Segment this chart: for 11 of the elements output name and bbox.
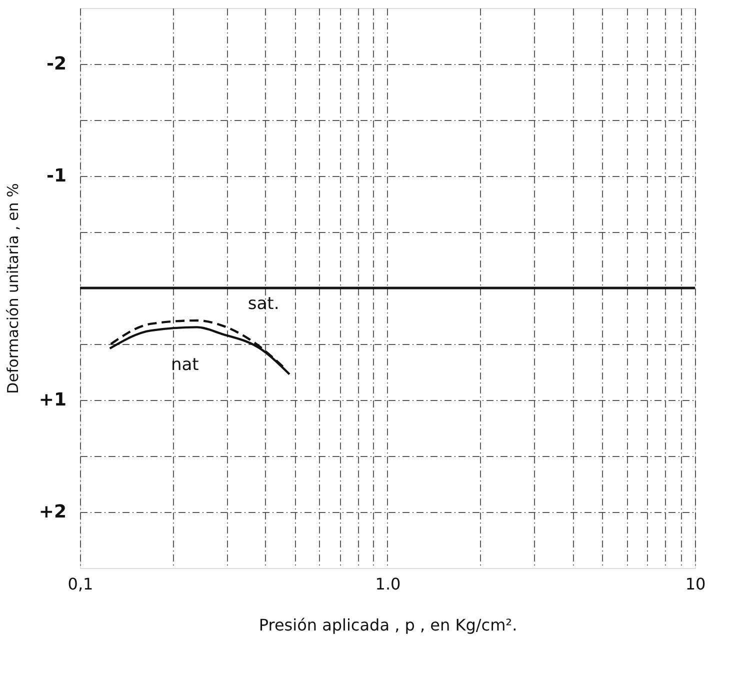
series-label: nat: [170, 355, 200, 376]
y-tick-label: -2: [46, 54, 66, 74]
series-label: sat.: [248, 294, 280, 314]
y-tick-label: +1: [38, 390, 66, 410]
y-axis-title: Deformación unitaria , en %: [4, 183, 22, 394]
x-tick-label: 0,1: [68, 574, 94, 594]
x-axis-title: Presión aplicada , p , en Kg/cm².: [258, 616, 518, 634]
y-tick-label: +2: [38, 502, 66, 522]
x-tick-label: 10: [685, 574, 706, 594]
y-tick-label: -1: [46, 166, 66, 186]
x-tick-label: 1.0: [375, 574, 401, 594]
